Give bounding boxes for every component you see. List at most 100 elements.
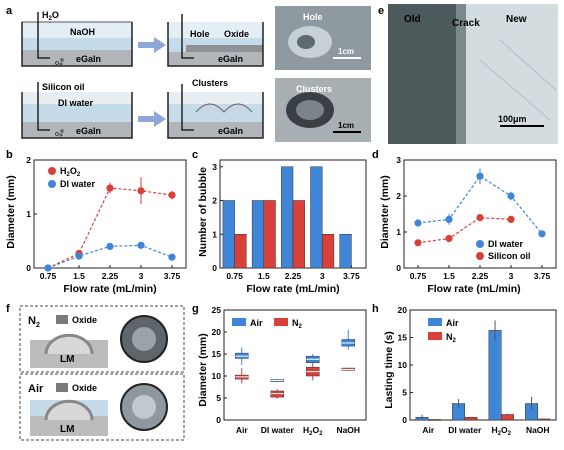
arrow-icon [138,111,166,127]
metal-label-egain-4: eGaIn [218,126,243,136]
data-point [137,241,145,249]
y-tick-label: 0 [216,415,221,425]
legend-marker-silicon-oil [476,252,484,260]
x-tick-label: NaOH [336,425,360,435]
oil-label: Silicon oil [42,82,85,92]
bar [222,200,235,269]
panel-label-f: f [6,303,10,315]
data-point [476,214,484,222]
chem-label-h2o2: H2O [42,10,59,22]
data-point [414,219,422,227]
axis-title-y-h: Lasting time (s) [383,331,395,409]
y-tick-label: 2 [396,191,401,201]
bar [292,200,305,269]
panel-label-c: c [192,149,198,161]
plot-frame [33,159,187,269]
label-air: Air [28,383,44,395]
charts-layer: 0 1 2 0.75 1.5 2.25 3 3.75 0 1 2 3 0.75 1.5 2.25 3 3.75 0… [26,155,557,437]
y-tick-label: 5 [216,393,221,403]
x-tick-label: 2.25 [472,271,489,281]
legend-label-n2-g: N2 [292,318,303,330]
y-tick-label: 20 [212,327,222,337]
x-tick-label: 3 [320,271,325,281]
plot-frame [223,309,367,421]
label-lm-1: LM [60,354,74,365]
y-tick-label: 5 [402,388,407,398]
legend-swatch-n2-h [428,332,442,340]
y-tick-label: 1 [212,229,217,239]
metal-label-egain-2: eGaIn [218,54,243,64]
x-tick-label: 3 [509,271,514,281]
x-tick-label: 2.25 [285,271,302,281]
legend-label-air-h: Air [446,318,459,328]
x-tick-label: 3.75 [534,271,551,281]
data-point [445,215,453,223]
y-tick-label: 2 [26,155,31,165]
metal-label-egain-3: eGaIn [76,126,101,136]
axis-title-x-d: Flow rate (mL/min) [427,283,520,295]
y-tick-label: 0 [402,415,407,425]
axis-title-y-b: Diameter (mm) [5,175,17,249]
axis-title-y-d: Diameter (mm) [379,175,391,249]
bar [321,234,335,269]
y-tick-label: 10 [398,360,408,370]
data-point [168,191,176,199]
oxide-swatch [56,383,68,392]
axis-title-x-b: Flow rate (mL/min) [63,283,156,295]
legend-marker-di-water-d [476,240,484,248]
label-oxide-f2: Oxide [72,383,97,393]
clusters-label: Clusters [192,78,228,88]
x-tick-label: DI water [448,425,482,435]
y-tick-label: 15 [398,333,408,343]
label-oxide-f1: Oxide [72,315,97,325]
label-crack: Crack [452,18,480,29]
panel-label-h: h [372,303,379,315]
y-tick-label: 0 [26,263,31,273]
legend-label-air-g: Air [250,318,263,328]
data-point [538,230,546,238]
panel-label-b: b [6,149,13,161]
x-tick-label: 1.5 [258,271,270,281]
droplet [44,399,94,421]
scale-label-2: 1cm [338,121,354,130]
x-tick-label: 0.75 [40,271,57,281]
x-tick-label: Air [422,425,435,435]
liquid-label-naoh: NaOH [70,27,95,37]
box-air [19,373,185,441]
data-point [44,264,52,272]
axis-title-y-g: Diameter (mm) [197,333,209,407]
legend-label-silicon-oil: Silicon oil [488,251,531,261]
y-tick-label: 15 [212,349,222,359]
scale-label-1: 1cm [338,47,354,56]
photo-highlight [132,327,156,351]
bar [251,200,265,269]
y-tick-label: 25 [212,305,222,315]
oxide-swatch [56,315,68,324]
series-line [417,175,543,235]
x-tick-label: H2O2 [303,425,323,437]
y-tick-label: 10 [212,371,222,381]
data-point [445,234,453,243]
x-tick-label: 1.5 [73,271,85,281]
scale-label-e: 100μm [498,114,527,124]
panel-label-a: a [6,5,13,17]
y-tick-label: 3 [212,162,217,172]
data-point [476,172,484,180]
legend-label-h2o2: H2O2 [60,166,81,178]
vessel-naoh-after [167,14,264,67]
y-tick-label: 1 [26,209,31,219]
x-tick-label: 2.25 [102,271,119,281]
x-tick-label: 3 [139,271,144,281]
y-tick-label: 20 [398,305,408,315]
droplet [44,333,94,355]
panel-label-g: g [192,303,199,315]
x-tick-label: Air [236,425,249,435]
x-tick-label: 1.5 [443,271,455,281]
legend-label-di-water-b: DI water [60,179,96,189]
y-tick-label: 3 [396,155,401,165]
bar [488,330,502,421]
vessel-water-before [21,82,133,139]
y-tick-label: 0 [396,263,401,273]
vessel-naoh-before [21,12,133,67]
